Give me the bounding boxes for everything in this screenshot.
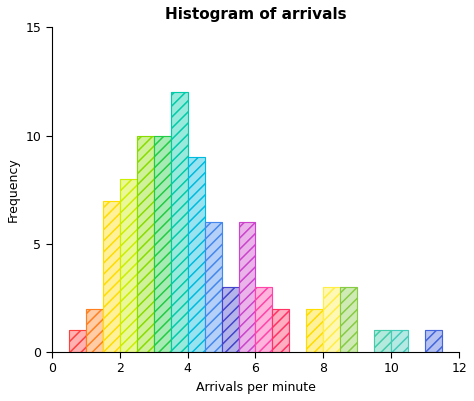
Bar bbox=[188, 157, 205, 352]
Bar bbox=[238, 222, 255, 352]
Bar bbox=[171, 92, 188, 352]
Bar bbox=[221, 287, 238, 352]
Bar bbox=[425, 330, 442, 352]
Bar bbox=[221, 287, 238, 352]
Bar bbox=[205, 222, 221, 352]
Bar bbox=[306, 309, 323, 352]
Bar bbox=[188, 157, 205, 352]
Bar bbox=[391, 330, 408, 352]
Title: Histogram of arrivals: Histogram of arrivals bbox=[164, 7, 346, 22]
Bar bbox=[238, 222, 255, 352]
Bar bbox=[137, 136, 154, 352]
Bar bbox=[306, 309, 323, 352]
Bar bbox=[273, 309, 290, 352]
Bar bbox=[171, 92, 188, 352]
Bar bbox=[120, 179, 137, 352]
Bar bbox=[374, 330, 391, 352]
Bar bbox=[205, 222, 221, 352]
X-axis label: Arrivals per minute: Arrivals per minute bbox=[196, 381, 315, 394]
Bar bbox=[273, 309, 290, 352]
Bar bbox=[255, 287, 273, 352]
Bar bbox=[255, 287, 273, 352]
Bar bbox=[154, 136, 171, 352]
Bar bbox=[340, 287, 357, 352]
Bar bbox=[120, 179, 137, 352]
Bar bbox=[340, 287, 357, 352]
Bar bbox=[103, 200, 120, 352]
Bar bbox=[374, 330, 391, 352]
Bar bbox=[154, 136, 171, 352]
Bar bbox=[86, 309, 103, 352]
Bar bbox=[391, 330, 408, 352]
Bar bbox=[425, 330, 442, 352]
Bar bbox=[137, 136, 154, 352]
Bar bbox=[69, 330, 86, 352]
Bar bbox=[323, 287, 340, 352]
Bar bbox=[103, 200, 120, 352]
Y-axis label: Frequency: Frequency bbox=[7, 157, 20, 222]
Bar bbox=[86, 309, 103, 352]
Bar bbox=[323, 287, 340, 352]
Bar bbox=[69, 330, 86, 352]
